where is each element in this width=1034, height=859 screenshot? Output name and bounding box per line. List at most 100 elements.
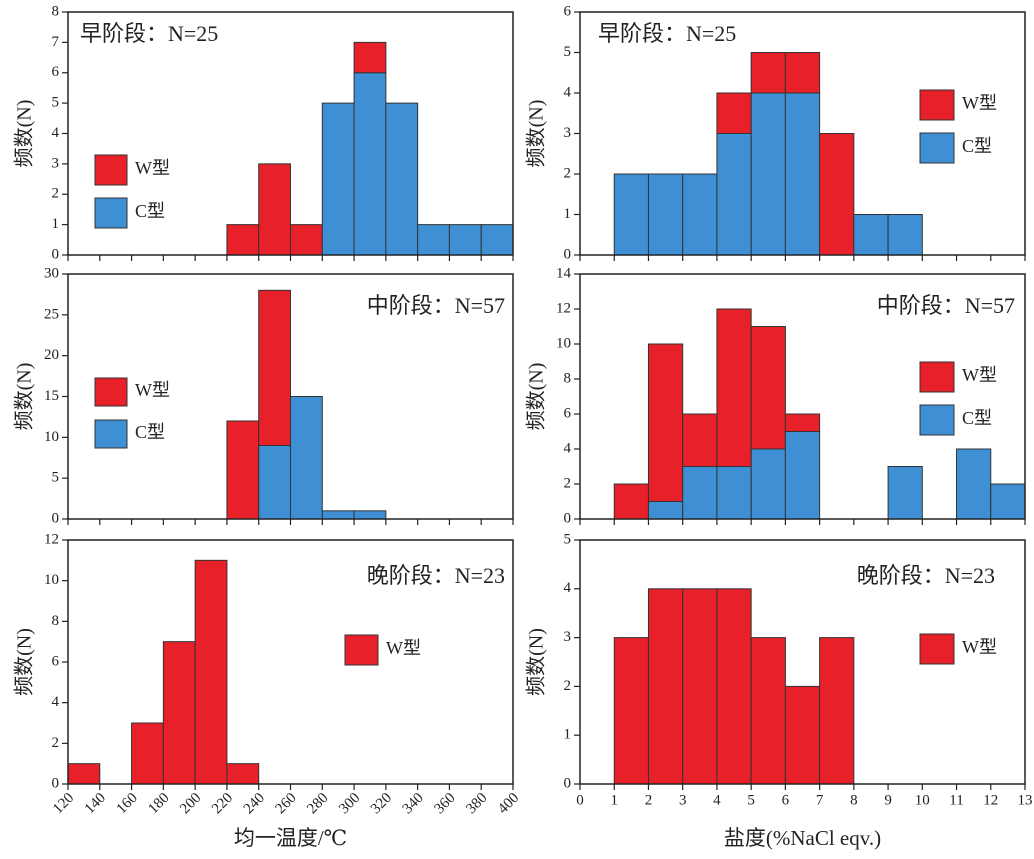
legend-swatch — [919, 633, 955, 665]
histogram-bar — [819, 637, 855, 785]
y-axis-label: 频数(N) — [525, 100, 548, 168]
histogram-bar — [613, 173, 649, 256]
histogram-bar — [682, 173, 718, 256]
x-tick-label: 0 — [576, 792, 584, 808]
y-tick-label: 30 — [44, 265, 59, 281]
histogram-bar — [131, 722, 164, 785]
histogram-bar — [853, 214, 889, 256]
histogram-bar — [194, 559, 228, 785]
legend-swatch — [919, 132, 955, 164]
y-axis-label: 频数(N) — [525, 363, 548, 431]
x-tick-label: 4 — [713, 792, 721, 808]
x-tick-label: 3 — [679, 792, 687, 808]
y-tick-label: 2 — [564, 475, 572, 491]
y-tick-label: 0 — [564, 246, 572, 262]
y-tick-label: 1 — [564, 727, 572, 743]
histogram-bar — [613, 637, 649, 785]
histogram-bar — [887, 214, 923, 256]
histogram-bar — [682, 466, 718, 520]
y-tick-label: 3 — [52, 155, 60, 171]
y-tick-label: 6 — [564, 405, 572, 421]
x-tick-label: 8 — [850, 792, 858, 808]
x-tick-label: 13 — [1018, 792, 1033, 808]
legend-label: W型 — [962, 637, 997, 657]
y-tick-label: 5 — [564, 44, 572, 60]
legend-label: W型 — [962, 365, 997, 385]
y-tick-label: 8 — [52, 3, 60, 19]
x-tick-label: 2 — [645, 792, 653, 808]
y-tick-label: 6 — [564, 3, 572, 19]
histogram-bar — [784, 413, 821, 432]
histogram-bar — [716, 308, 752, 467]
histogram-bar — [226, 763, 260, 785]
legend-label: C型 — [962, 136, 992, 156]
y-tick-label: 2 — [52, 186, 60, 202]
histogram-bar — [258, 163, 292, 256]
x-tick-label: 320 — [368, 790, 395, 817]
x-tick-label: 360 — [431, 790, 458, 817]
y-tick-label: 3 — [564, 125, 572, 141]
histogram-bar — [784, 52, 821, 94]
histogram-bar — [321, 102, 355, 256]
x-tick-label: 7 — [816, 792, 824, 808]
histogram-bar — [750, 448, 786, 520]
histogram-bar — [682, 413, 718, 467]
legend-swatch — [919, 404, 955, 436]
x-tick-label: 340 — [400, 790, 427, 817]
y-tick-label: 5 — [52, 95, 60, 111]
x-tick-label: 380 — [463, 790, 490, 817]
x-tick-label: 140 — [82, 790, 109, 817]
x-tick-label: 260 — [273, 790, 300, 817]
histogram-bar — [784, 92, 821, 256]
y-tick-label: 2 — [52, 735, 60, 751]
histogram-bar — [353, 41, 387, 74]
histogram-bar — [353, 510, 387, 520]
x-tick-label: 400 — [495, 790, 522, 817]
y-tick-label: 15 — [44, 388, 59, 404]
y-tick-label: 10 — [44, 429, 59, 445]
histogram-bar — [750, 92, 786, 256]
y-tick-label: 4 — [52, 694, 60, 710]
y-tick-label: 8 — [52, 613, 60, 629]
legend-swatch — [919, 361, 955, 393]
legend-label: W型 — [962, 93, 997, 113]
histogram-bar — [647, 501, 684, 520]
histogram-bar — [784, 685, 821, 785]
histogram-bar — [613, 483, 649, 520]
annotation: 早阶段：N=25 — [80, 21, 218, 46]
histogram-bar — [321, 510, 355, 520]
legend-swatch — [94, 197, 128, 229]
x-tick-label: 1 — [610, 792, 618, 808]
y-tick-label: 7 — [52, 34, 60, 50]
legend-swatch — [94, 377, 128, 407]
y-tick-label: 4 — [52, 125, 60, 141]
x-tick-label: 200 — [177, 790, 204, 817]
y-tick-label: 12 — [44, 531, 59, 547]
x-tick-label: 6 — [782, 792, 790, 808]
histogram-bar — [716, 133, 752, 256]
legend-swatch — [94, 154, 128, 186]
x-tick-label: 9 — [884, 792, 892, 808]
x-tick-label: 5 — [747, 792, 755, 808]
y-tick-label: 5 — [564, 531, 572, 547]
x-tick-label: 11 — [949, 792, 963, 808]
legend-label: W型 — [135, 380, 170, 400]
histogram-bar — [290, 396, 323, 520]
histogram-bar — [647, 173, 684, 256]
legend-label: C型 — [962, 408, 992, 428]
x-tick-label: 12 — [983, 792, 998, 808]
x-tick-label: 180 — [145, 790, 172, 817]
y-tick-label: 8 — [564, 370, 572, 386]
y-axis-label: 频数(N) — [13, 363, 36, 431]
y-tick-label: 6 — [52, 64, 60, 80]
annotation: 中阶段：N=57 — [367, 293, 505, 318]
histogram-bar — [750, 52, 786, 94]
histogram-bar — [162, 641, 196, 785]
y-tick-label: 10 — [556, 335, 571, 351]
histogram-bar — [353, 72, 387, 256]
histogram-bar — [716, 588, 752, 785]
y-tick-label: 0 — [52, 246, 60, 262]
histogram-bar — [819, 133, 855, 256]
y-tick-label: 25 — [44, 306, 59, 322]
